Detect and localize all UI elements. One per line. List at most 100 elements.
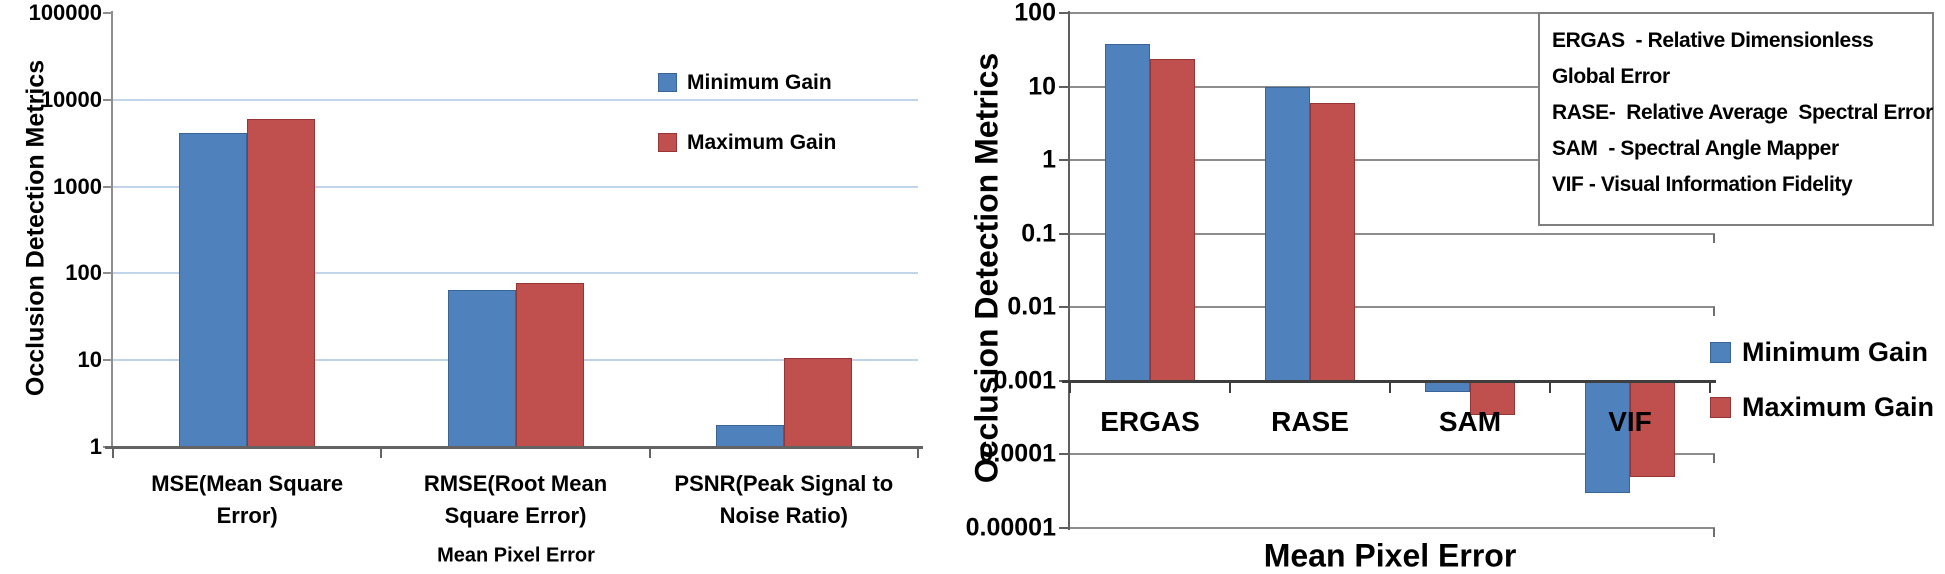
category-label-line: Square Error) bbox=[444, 503, 587, 528]
y-axis-tick bbox=[1059, 159, 1068, 161]
category-axis-tick bbox=[1389, 383, 1391, 393]
value-axis-right-tick bbox=[1713, 528, 1715, 537]
gridline bbox=[1070, 86, 1715, 88]
category-axis-tick bbox=[112, 449, 114, 458]
category-label-line: MSE(Mean Square bbox=[151, 471, 344, 496]
y-axis-tick bbox=[103, 186, 111, 188]
annotation-line: RASE- Relative Average Spectral Error bbox=[1552, 101, 1933, 124]
right-y-axis-title: Occlusion Detection Metrics bbox=[968, 52, 1005, 484]
right-x-axis-title: Mean Pixel Error bbox=[1263, 537, 1517, 574]
y-tick-label: 1 bbox=[1042, 145, 1056, 174]
bar-minimum-gain-psnr-peak-signal-to-noise-ratio bbox=[716, 425, 784, 447]
category-label-line: SAM bbox=[1438, 406, 1502, 437]
bar-minimum-gain-mse-mean-square-error bbox=[179, 133, 247, 447]
y-axis-tick bbox=[103, 359, 111, 361]
gridline bbox=[1070, 527, 1715, 529]
y-tick-label: 0.1 bbox=[1021, 219, 1056, 248]
y-axis-tick bbox=[1059, 12, 1068, 14]
y-axis-tick bbox=[1059, 453, 1068, 455]
y-tick-label: 100 bbox=[65, 260, 102, 285]
y-axis-tick bbox=[103, 272, 111, 274]
y-tick-label: 0.0001 bbox=[979, 439, 1056, 468]
legend-item-minimum-gain: Minimum Gain bbox=[658, 70, 832, 94]
bar-maximum-gain-vif bbox=[1630, 381, 1675, 477]
value-axis-right-tick bbox=[1713, 454, 1715, 463]
bar-maximum-gain-rase bbox=[1310, 103, 1355, 381]
bar-minimum-gain-ergas bbox=[1105, 44, 1150, 381]
category-axis-tick bbox=[917, 449, 919, 458]
category-label-psnr-peak-signal-to-noise-ratio: PSNR(Peak Signal to Noise Ratio) bbox=[674, 468, 893, 532]
y-tick-label: 100 bbox=[1014, 0, 1056, 27]
category-label-sam: SAM bbox=[1439, 407, 1501, 437]
category-label-rmse-root-mean-square-error: RMSE(Root Mean Square Error) bbox=[424, 468, 607, 532]
gridline bbox=[1070, 306, 1715, 308]
legend-item-minimum-gain: Minimum Gain bbox=[1710, 337, 1928, 367]
category-label-line: RASE bbox=[1271, 406, 1349, 437]
legend-item-maximum-gain: Maximum Gain bbox=[1710, 392, 1934, 422]
value-axis-right-tick bbox=[1713, 234, 1715, 243]
legend-swatch-minimum-gain bbox=[1710, 342, 1731, 363]
gridline bbox=[113, 272, 918, 274]
gridline bbox=[1070, 233, 1715, 235]
y-tick-label: 0.001 bbox=[993, 366, 1056, 395]
annotation-line: ERGAS - Relative Dimensionless bbox=[1552, 29, 1874, 52]
bar-maximum-gain-psnr-peak-signal-to-noise-ratio bbox=[784, 358, 852, 447]
legend-label: Maximum Gain bbox=[1742, 392, 1935, 422]
y-axis-line bbox=[1068, 11, 1070, 530]
y-axis-tick bbox=[1059, 86, 1068, 88]
gridline bbox=[113, 186, 918, 188]
category-label-line: RMSE(Root Mean bbox=[423, 471, 608, 496]
y-tick-label: 10000 bbox=[40, 87, 102, 112]
category-axis-tick bbox=[1549, 383, 1551, 393]
category-label-line: ERGAS bbox=[1100, 406, 1200, 437]
x-axis-baseline bbox=[1062, 380, 1716, 383]
y-tick-label: 100000 bbox=[28, 0, 102, 25]
category-label-line: Noise Ratio) bbox=[719, 503, 848, 528]
y-tick-label: 10 bbox=[77, 347, 102, 372]
bar-minimum-gain-rmse-root-mean-square-error bbox=[448, 290, 516, 447]
category-label-vif: VIF bbox=[1608, 407, 1652, 437]
y-axis-line bbox=[111, 11, 113, 449]
value-axis-right-tick bbox=[1713, 307, 1715, 316]
bar-maximum-gain-mse-mean-square-error bbox=[247, 119, 315, 447]
left-x-axis-title: Mean Pixel Error bbox=[437, 544, 595, 567]
annotation-line: SAM - Spectral Angle Mapper bbox=[1552, 137, 1839, 160]
y-tick-label: 1 bbox=[89, 434, 102, 459]
category-label-line: PSNR(Peak Signal to bbox=[674, 471, 894, 496]
x-axis-baseline bbox=[105, 446, 923, 449]
legend-label: Maximum Gain bbox=[687, 130, 837, 154]
metric-abbreviation-note: ERGAS - Relative Dimensionless Global Err… bbox=[1538, 12, 1934, 226]
bar-minimum-gain-rase bbox=[1265, 87, 1310, 381]
gridline bbox=[1070, 12, 1715, 14]
bar-minimum-gain-vif bbox=[1585, 381, 1630, 493]
y-axis-tick bbox=[103, 12, 111, 14]
category-axis-tick bbox=[1229, 383, 1231, 393]
left-y-axis-title: Occlusion Detection Metrics bbox=[21, 59, 50, 397]
category-axis-tick bbox=[1709, 383, 1711, 393]
gridline bbox=[1070, 453, 1715, 455]
y-axis-tick bbox=[1059, 233, 1068, 235]
legend-swatch-maximum-gain bbox=[658, 133, 677, 152]
bar-maximum-gain-rmse-root-mean-square-error bbox=[516, 283, 584, 447]
y-tick-label: 0.01 bbox=[1007, 292, 1056, 321]
legend-label: Minimum Gain bbox=[1742, 337, 1929, 367]
gridline bbox=[1070, 159, 1715, 161]
y-tick-label: 1000 bbox=[53, 174, 102, 199]
legend-swatch-minimum-gain bbox=[658, 73, 677, 92]
category-axis-tick bbox=[649, 449, 651, 458]
legend-label: Minimum Gain bbox=[687, 70, 832, 94]
annotation-line: VIF - Visual Information Fidelity bbox=[1552, 173, 1853, 196]
y-axis-tick bbox=[1059, 527, 1068, 529]
legend-item-maximum-gain: Maximum Gain bbox=[658, 130, 837, 154]
y-axis-tick bbox=[103, 99, 111, 101]
category-label-rase: RASE bbox=[1271, 407, 1349, 437]
category-label-line: Error) bbox=[216, 503, 278, 528]
bar-maximum-gain-ergas bbox=[1150, 59, 1195, 381]
annotation-line: Global Error bbox=[1552, 65, 1670, 88]
y-axis-tick bbox=[1059, 306, 1068, 308]
category-label-line: VIF bbox=[1608, 406, 1652, 437]
category-axis-tick bbox=[1069, 383, 1071, 393]
category-label-ergas: ERGAS bbox=[1100, 407, 1200, 437]
y-tick-label: 0.00001 bbox=[965, 513, 1056, 542]
